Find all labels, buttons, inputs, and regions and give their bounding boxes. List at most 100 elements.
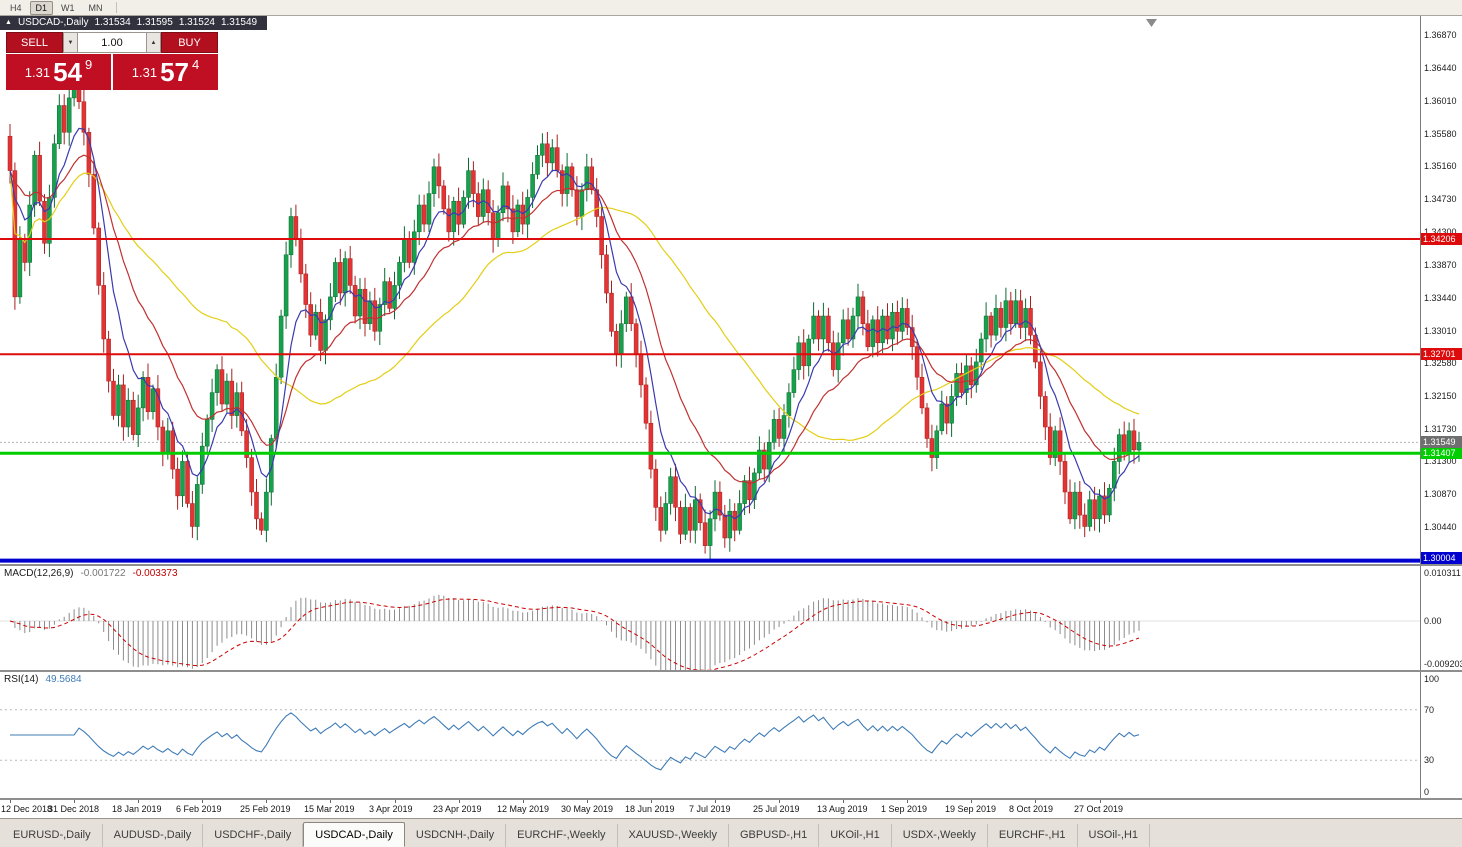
timeframe-button-h4[interactable]: H4	[10, 2, 22, 13]
one-click-price-row: 1.31 54 9 1.31 57 4	[6, 54, 218, 90]
ma-slow-line	[9, 170, 1140, 441]
volume-decrease-icon[interactable]: ▼	[63, 32, 78, 53]
time-axis-label: 7 Jul 2019	[689, 804, 731, 814]
time-axis-tick	[587, 800, 588, 803]
timeframe-buttons: H4 D1 W1 MN	[4, 0, 109, 15]
macd-signal-value: -0.003373	[132, 568, 178, 579]
time-axis-tick	[10, 800, 11, 803]
time-axis-tick	[651, 800, 652, 803]
time-axis-label: 12 Dec 2018	[1, 804, 53, 814]
chart-title-bar: ▲ USDCAD-,Daily 1.31534 1.31595 1.31524 …	[0, 16, 268, 30]
price-tag-1.32701: 1.32701	[1421, 348, 1462, 360]
pane-separator[interactable]	[0, 564, 1462, 566]
price-axis[interactable]: 1.36870 1.36440 1.36010 1.35580 1.35160 1.347…	[1420, 16, 1462, 564]
rsi-axis-label: 100	[1424, 674, 1440, 684]
price-axis-label: 1.33440	[1424, 293, 1457, 303]
rsi-title: RSI(14) 49.5684	[4, 674, 82, 685]
macd-axis-label: -0.0092030	[1424, 659, 1462, 669]
macd-title: MACD(12,26,9) -0.001722 -0.003373	[4, 568, 178, 579]
chart-tab-bar: EURUSD-,Daily AUDUSD-,Daily USDCHF-,Daily U…	[0, 818, 1462, 847]
chart-tab-audusd-daily[interactable]: AUDUSD-,Daily	[103, 824, 204, 847]
time-axis-label: 13 Aug 2019	[817, 804, 868, 814]
chart-tab-usdchf-daily[interactable]: USDCHF-,Daily	[203, 824, 304, 847]
chart-tab-ukoil-h1[interactable]: UKOil-,H1	[819, 824, 892, 847]
time-axis-tick	[971, 800, 972, 803]
time-axis-tick	[395, 800, 396, 803]
chart-tab-usoil-h1[interactable]: USOil-,H1	[1078, 824, 1151, 847]
price-axis-label: 1.31730	[1424, 424, 1457, 434]
rsi-line	[10, 712, 1140, 771]
volume-increase-icon[interactable]: ▲	[146, 32, 161, 53]
time-axis[interactable]: 12 Dec 2018 31 Dec 2018 18 Jan 2019 6 Feb 2…	[0, 800, 1462, 818]
rsi-pane: 100 70 30 0 RSI(14) 49.5684	[0, 672, 1462, 798]
sell-price-pip: 9	[85, 57, 93, 72]
rsi-axis-label: 0	[1424, 787, 1430, 797]
time-axis-tick	[779, 800, 780, 803]
rsi-axis-label: 30	[1424, 755, 1435, 765]
time-axis-label: 30 May 2019	[561, 804, 614, 814]
chart-shift-icon[interactable]	[1146, 19, 1157, 27]
macd-chart-canvas[interactable]	[0, 566, 1420, 670]
ohlc-low: 1.31524	[178, 17, 215, 28]
chart-tab-usdcad-daily[interactable]: USDCAD-,Daily	[303, 822, 405, 847]
time-axis-tick	[74, 800, 75, 803]
time-axis-label: 12 May 2019	[497, 804, 550, 814]
macd-signal-line	[9, 598, 1140, 670]
price-axis-label: 1.35580	[1424, 129, 1457, 139]
buy-price-pip: 4	[192, 57, 200, 72]
rsi-axis-label: 70	[1424, 705, 1435, 715]
ohlc-open: 1.31534	[94, 17, 131, 28]
time-axis-label: 15 Mar 2019	[304, 804, 355, 814]
time-axis-label: 31 Dec 2018	[48, 804, 100, 814]
sell-price-prefix: 1.31	[24, 64, 51, 80]
price-chart-canvas[interactable]	[0, 16, 1420, 564]
price-axis-label: 1.36440	[1424, 63, 1457, 73]
price-axis-label: 1.36010	[1424, 96, 1457, 106]
pane-separator[interactable]	[0, 798, 1462, 800]
time-axis-label: 25 Feb 2019	[240, 804, 291, 814]
rsi-axis[interactable]: 100 70 30 0	[1420, 672, 1462, 798]
candles-group	[7, 73, 1142, 559]
sell-price-button[interactable]: 1.31 54 9	[6, 54, 111, 90]
one-click-top-row: SELL ▼ ▲ BUY	[6, 32, 218, 53]
rsi-chart-canvas[interactable]	[0, 672, 1420, 798]
collapse-one-click-icon[interactable]: ▲	[5, 19, 12, 26]
chart-tab-eurusd-daily[interactable]: EURUSD-,Daily	[2, 824, 103, 847]
buy-button[interactable]: BUY	[161, 32, 218, 53]
price-tag-1.30004: 1.30004	[1421, 552, 1462, 564]
sell-button[interactable]: SELL	[6, 32, 63, 53]
timeframe-button-d1[interactable]: D1	[29, 0, 54, 15]
price-pane: 1.36870 1.36440 1.36010 1.35580 1.35160 1.347…	[0, 16, 1462, 564]
time-axis-tick	[907, 800, 908, 803]
timeframe-button-mn[interactable]: MN	[88, 2, 103, 13]
chart-tab-eurchf-weekly[interactable]: EURCHF-,Weekly	[506, 824, 618, 847]
chart-tab-eurchf-h1[interactable]: EURCHF-,H1	[988, 824, 1078, 847]
macd-axis-label: 0.00	[1424, 616, 1442, 626]
volume-input[interactable]	[78, 32, 146, 53]
rsi-indicator-name: RSI(14)	[4, 674, 39, 685]
ma-fast-line	[9, 127, 1140, 520]
price-tag-1.31407: 1.31407	[1421, 447, 1462, 459]
toolbar-divider	[115, 2, 117, 13]
price-axis-label: 1.33010	[1424, 326, 1457, 336]
buy-price-button[interactable]: 1.31 57 4	[113, 54, 218, 90]
chart-tab-usdcnh-daily[interactable]: USDCNH-,Daily	[405, 824, 507, 847]
time-axis-tick	[202, 800, 203, 803]
chart-tab-usdx-weekly[interactable]: USDX-,Weekly	[892, 824, 988, 847]
time-axis-tick	[523, 800, 524, 803]
macd-axis[interactable]: 0.010311 0.00 -0.0092030	[1420, 566, 1462, 670]
timeframe-button-w1[interactable]: W1	[61, 2, 75, 13]
time-axis-tick	[1035, 800, 1036, 803]
chart-symbol-title: USDCAD-,Daily	[17, 17, 89, 28]
pane-separator[interactable]	[0, 670, 1462, 672]
macd-histogram	[14, 594, 1140, 670]
price-axis-label: 1.36870	[1424, 30, 1457, 40]
time-axis-tick	[715, 800, 716, 803]
macd-pane: 0.010311 0.00 -0.0092030 MACD(12,26,9) -0.…	[0, 566, 1462, 670]
chart-tab-xauusd-weekly[interactable]: XAUUSD-,Weekly	[618, 824, 729, 847]
time-axis-label: 6 Feb 2019	[176, 804, 222, 814]
chart-tab-gbpusd-h1[interactable]: GBPUSD-,H1	[729, 824, 820, 847]
time-axis-tick	[330, 800, 331, 803]
buy-price-main: 57	[160, 57, 189, 87]
